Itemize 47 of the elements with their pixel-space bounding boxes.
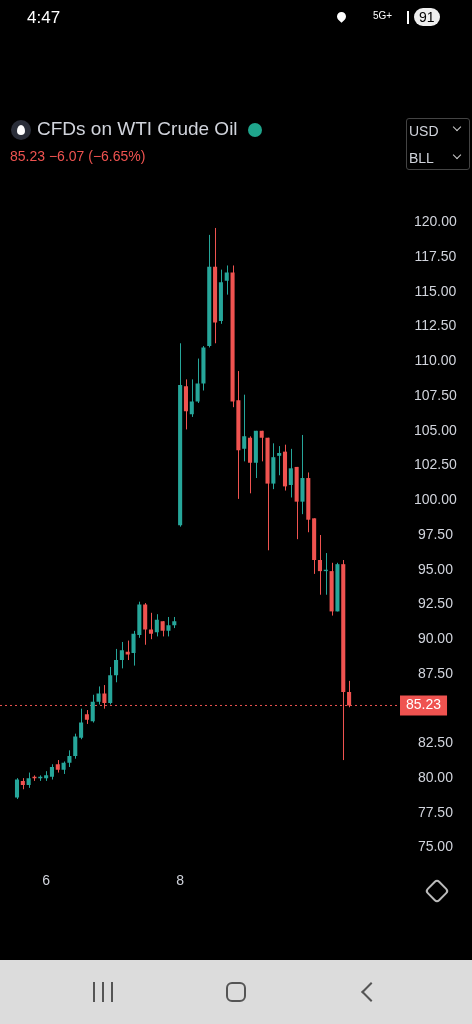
candlestick (14, 777, 20, 800)
y-tick-label: 102.50 (414, 456, 458, 473)
candlestick (259, 430, 264, 462)
y-tick-label: 82.50 (417, 734, 454, 751)
y-tick-label: 95.00 (417, 560, 454, 577)
text: BLL (409, 150, 434, 166)
candlestick (166, 616, 171, 637)
y-tick-label: 77.50 (417, 803, 454, 820)
candlestick (119, 641, 124, 669)
candlestick (288, 448, 293, 498)
y-tick-label: 92.50 (417, 595, 454, 612)
y-tick-label: 117.50 (414, 247, 457, 264)
ref-line-label: 85.23 (406, 696, 442, 713)
candlestick (114, 648, 119, 683)
candlestick (154, 613, 159, 637)
y-tick-label: 110.00 (414, 352, 457, 369)
candlestick (148, 612, 154, 640)
candlestick (189, 378, 194, 418)
y-tick-label: 105.00 (414, 421, 458, 438)
text: USD (409, 123, 439, 139)
chart-subtitle: 85.23 −6.07 (−6.65%) (10, 148, 146, 164)
y-tick-label: 120.00 (414, 213, 458, 230)
y-tick-label: 97.50 (417, 525, 454, 542)
y-tick-label: 80.00 (417, 768, 454, 785)
x-tick-label: 8 (176, 871, 185, 888)
y-tick-label: 107.50 (414, 386, 458, 403)
y-tick-label: 75.00 (417, 838, 454, 855)
text: 4:47 (27, 8, 61, 28)
candlestick (79, 708, 84, 740)
candlestick (300, 434, 305, 515)
y-tick-label: 90.00 (417, 630, 454, 647)
y-tick-label: 87.50 (417, 664, 454, 681)
candlestick (90, 694, 95, 724)
x-tick-label: 6 (42, 871, 51, 888)
y-tick-label: 100.00 (414, 491, 458, 508)
candlestick (73, 733, 78, 760)
candlestick (317, 534, 322, 596)
candlestick (277, 445, 282, 476)
candlestick (96, 685, 101, 705)
text: 91 (414, 8, 440, 26)
candlestick (224, 264, 229, 296)
chart-title: CFDs on WTI Crude Oil (37, 118, 238, 140)
text: 5G+ (373, 10, 393, 21)
candlestick (195, 358, 200, 404)
y-tick-label: 112.50 (414, 317, 457, 334)
candlestick (242, 394, 247, 462)
y-tick-label: 115.00 (414, 282, 457, 299)
